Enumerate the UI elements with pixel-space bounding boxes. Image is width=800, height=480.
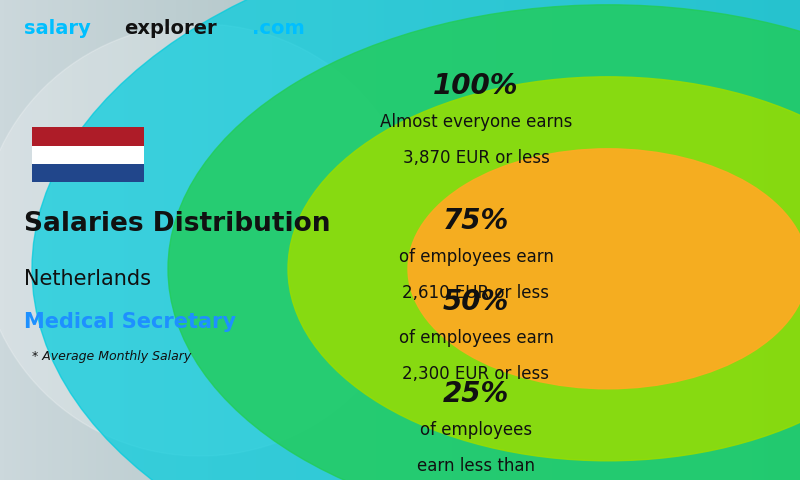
Text: of employees earn: of employees earn: [398, 248, 554, 266]
Text: salary: salary: [24, 19, 90, 38]
Text: 3,870 EUR or less: 3,870 EUR or less: [402, 149, 550, 168]
Text: 2,610 EUR or less: 2,610 EUR or less: [402, 284, 550, 302]
Circle shape: [408, 149, 800, 389]
Text: Netherlands: Netherlands: [24, 269, 151, 289]
Text: 50%: 50%: [443, 288, 509, 316]
Text: Almost everyone earns: Almost everyone earns: [380, 113, 572, 132]
Text: explorer: explorer: [124, 19, 217, 38]
Text: Salaries Distribution: Salaries Distribution: [24, 211, 330, 237]
Bar: [32, 127, 144, 145]
Circle shape: [32, 0, 800, 480]
Text: earn less than: earn less than: [417, 456, 535, 475]
Bar: [32, 164, 144, 182]
Circle shape: [168, 5, 800, 480]
Text: * Average Monthly Salary: * Average Monthly Salary: [32, 350, 191, 363]
Text: Medical Secretary: Medical Secretary: [24, 312, 236, 332]
Ellipse shape: [0, 24, 420, 456]
Circle shape: [288, 77, 800, 461]
Text: of employees earn: of employees earn: [398, 329, 554, 348]
Text: 100%: 100%: [434, 72, 518, 100]
Bar: [32, 145, 144, 164]
Text: 2,300 EUR or less: 2,300 EUR or less: [402, 365, 550, 384]
Text: of employees: of employees: [420, 420, 532, 439]
Text: .com: .com: [252, 19, 305, 38]
Text: 25%: 25%: [443, 380, 509, 408]
Text: 75%: 75%: [443, 207, 509, 235]
